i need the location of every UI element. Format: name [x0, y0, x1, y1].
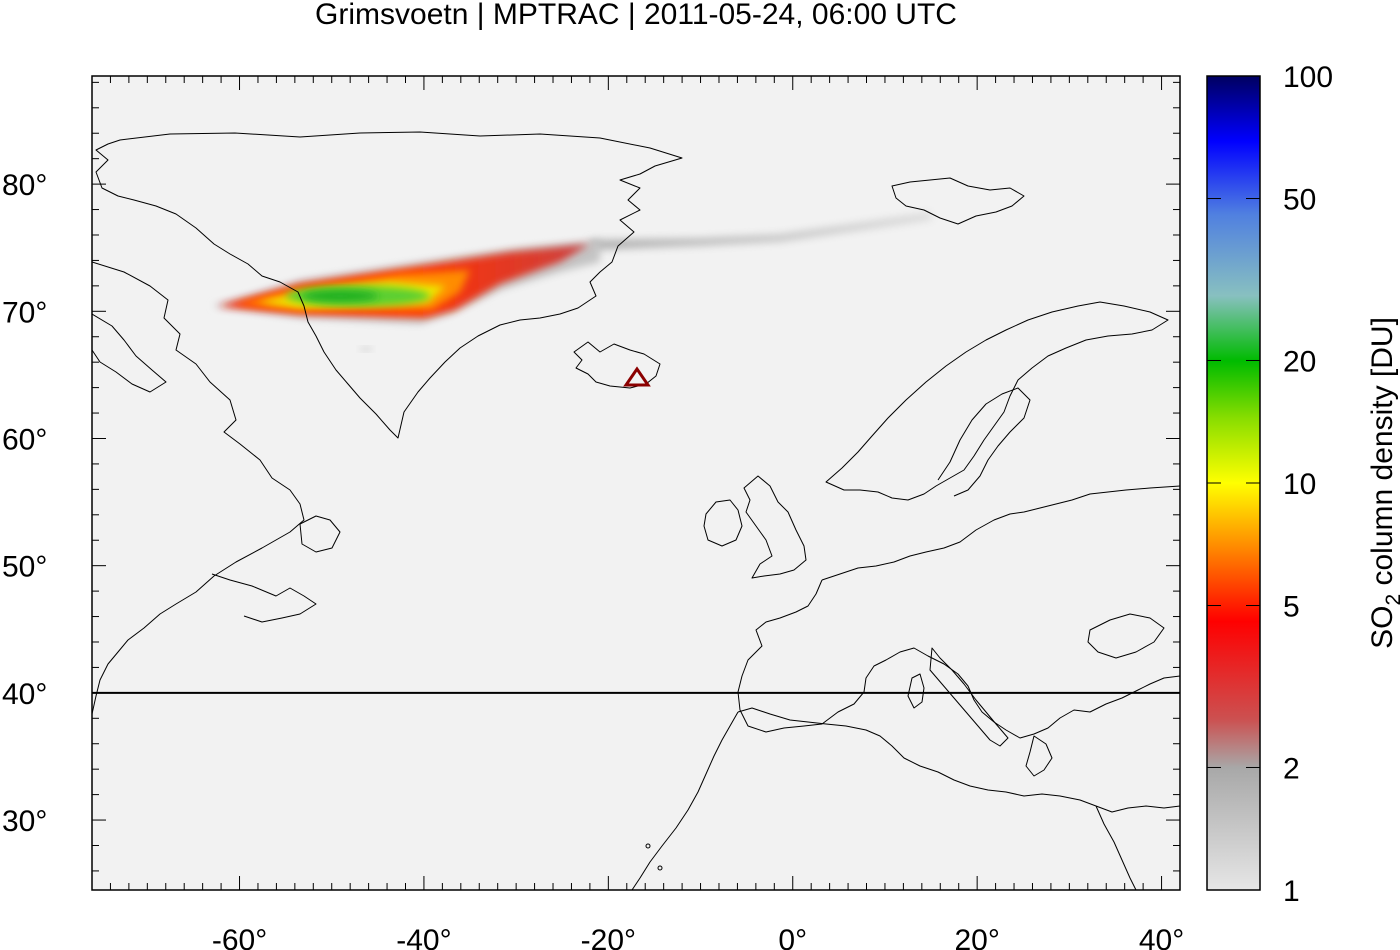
colorbar-tick-label: 2	[1283, 752, 1300, 785]
coast-iceland	[573, 341, 661, 389]
coast-greece	[1025, 735, 1053, 777]
lon-tick-label: 0°	[778, 924, 807, 950]
coast-ireland	[703, 499, 743, 547]
lon-tick-label: -60°	[212, 924, 267, 950]
plume-tail	[590, 212, 932, 250]
coast-island-canary	[657, 865, 663, 871]
so2-plume	[212, 212, 932, 351]
coast-newfoundland	[299, 515, 341, 553]
colorbar-tick-label: 5	[1283, 591, 1300, 624]
coast-europe-mainland	[737, 485, 1180, 739]
colorbar-label: SO2 column density [DU]	[1366, 317, 1400, 649]
coast-island-madeira	[645, 843, 651, 849]
plume-green-core-inner	[302, 290, 378, 302]
lat-tick-label: 70°	[2, 296, 47, 329]
coast-baffin	[92, 313, 167, 393]
lon-tick-label: -40°	[396, 924, 451, 950]
coast-baltic	[937, 387, 1031, 497]
coast-svalbard	[891, 177, 1025, 225]
lon-tick-label: 20°	[954, 924, 999, 950]
coastlines	[92, 131, 1180, 890]
longitude-axis: -60° -40° -20° 0° 20° 40°	[109, 76, 1184, 950]
coast-red-sea	[1095, 805, 1137, 890]
colorbar-tick-label: 50	[1283, 184, 1316, 217]
colorbar-label-rest: column density [DU]	[1366, 317, 1399, 594]
lat-tick-label: 80°	[2, 169, 47, 202]
coast-italy	[929, 647, 1009, 747]
latitude-axis: 30° 40° 50° 60° 70° 80°	[2, 81, 1180, 872]
colorbar-tick-label: 1	[1283, 875, 1300, 908]
coast-black-sea	[1087, 613, 1165, 659]
coast-scandinavia	[825, 301, 1169, 501]
colorbar-ticks: 1 2 5 10 20 50 100	[1207, 61, 1333, 908]
coast-great-britain	[743, 475, 807, 579]
map-background	[92, 76, 1180, 890]
plume-fragment	[359, 347, 373, 351]
coast-north-america	[92, 261, 317, 715]
coast-north-africa	[631, 707, 1180, 890]
colorbar-tick-label: 20	[1283, 345, 1316, 378]
lat-tick-label: 50°	[2, 551, 47, 584]
colorbar-label-main: SO	[1366, 606, 1399, 649]
map-content	[92, 131, 1180, 890]
lon-tick-label: -20°	[581, 924, 636, 950]
colorbar-label-subscript: 2	[1382, 594, 1400, 606]
lat-tick-label: 40°	[2, 678, 47, 711]
map-frame	[91, 75, 1181, 891]
coast-sardinia	[907, 673, 925, 709]
colorbar-tick-label: 10	[1283, 468, 1316, 501]
lat-tick-label: 60°	[2, 423, 47, 456]
map-title: Grimsvoetn | MPTRAC | 2011-05-24, 06:00 …	[315, 0, 957, 31]
lat-tick-label: 30°	[2, 805, 47, 838]
coast-greenland	[95, 131, 683, 439]
lon-tick-label: 40°	[1139, 924, 1184, 950]
colorbar-tick-label: 100	[1283, 61, 1333, 94]
volcano-triangle-marker-icon	[623, 366, 651, 387]
